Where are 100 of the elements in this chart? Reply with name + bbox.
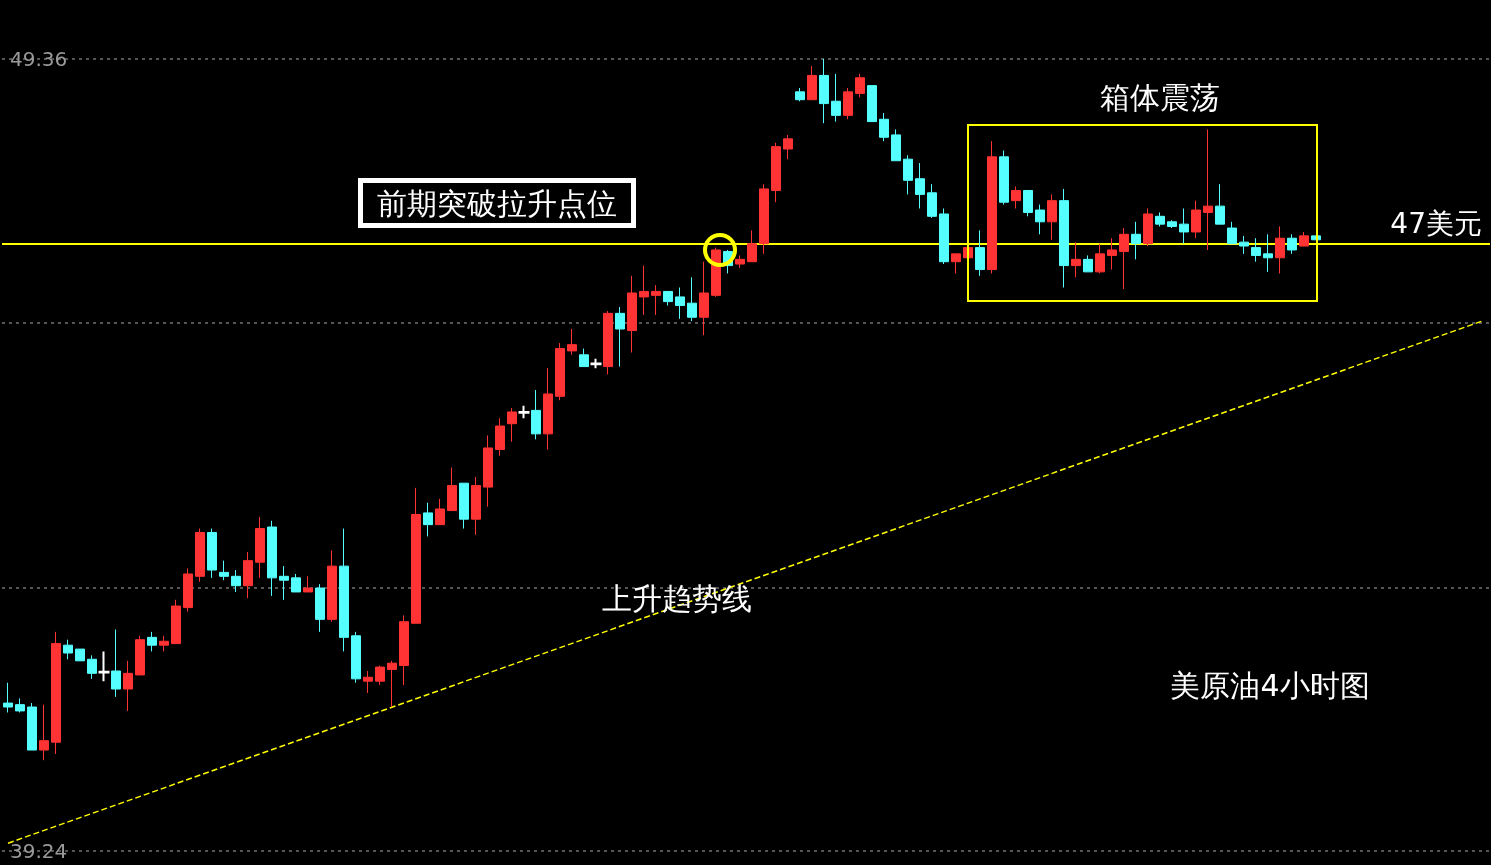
ref-line-label: 47美元: [1390, 207, 1482, 241]
candlestick: [1071, 241, 1081, 278]
candlestick: [1179, 207, 1189, 245]
candlestick: [855, 73, 865, 98]
candlestick: [339, 528, 349, 652]
candlestick: [1251, 237, 1261, 263]
candlestick: [1275, 225, 1285, 274]
candlestick: [1191, 200, 1201, 239]
candlestick: [1143, 207, 1153, 247]
candlestick: [495, 417, 505, 457]
candlestick: [627, 275, 637, 353]
candlestick: [735, 254, 745, 269]
candlestick: [531, 389, 541, 440]
candlestick: [1167, 219, 1177, 229]
candlestick: [159, 635, 169, 652]
candlestick: [375, 665, 385, 686]
candlestick: [507, 407, 517, 443]
candlestick: [891, 128, 901, 162]
candlestick: [291, 573, 301, 593]
candlestick: [123, 660, 133, 712]
candlestick: [147, 631, 157, 652]
candlestick: [483, 434, 493, 508]
candlestick: [459, 482, 469, 530]
candlestick: [831, 73, 841, 123]
candlestick: [387, 660, 397, 708]
candlestick: [219, 560, 229, 581]
candlestick: [315, 583, 325, 633]
candlestick: [183, 567, 193, 613]
candlestick: [363, 670, 373, 694]
candlestick: [1119, 227, 1129, 290]
candlestick: [951, 253, 961, 274]
candlestick: [927, 183, 937, 219]
candlestick: [1155, 211, 1165, 227]
candlestick: [675, 287, 685, 320]
candlestick: [1131, 221, 1141, 260]
candlestick: [639, 265, 649, 316]
candlestick: [27, 702, 37, 751]
y-tick-label: 49.36: [10, 47, 68, 71]
candlestick: [135, 635, 145, 676]
candlestick: [327, 549, 337, 623]
candlestick: [51, 631, 61, 755]
candlestick: [819, 58, 829, 124]
candlestick: [975, 229, 985, 277]
candlestick: [195, 528, 205, 583]
candlestick: [411, 487, 421, 624]
candlestick: [783, 134, 793, 160]
candlestick: [771, 142, 781, 203]
candlestick: [75, 648, 85, 662]
candlestick: [1107, 237, 1117, 271]
candlestick: [1299, 231, 1309, 247]
candlestick: [3, 682, 13, 713]
annotation: 上升趋势线: [602, 580, 752, 616]
candlestick: [699, 261, 709, 336]
candlestick: [243, 551, 253, 599]
candlestick: [1023, 189, 1033, 217]
candlestick: [518, 404, 530, 420]
candlestick: [255, 516, 265, 579]
candlestick: [303, 575, 313, 593]
candlestick: [1227, 221, 1237, 245]
candlestick: [98, 650, 110, 683]
candlestick: [1047, 193, 1057, 241]
candlestick: [759, 183, 769, 255]
candlestick: [1083, 254, 1093, 273]
candlestick: [807, 65, 817, 101]
candlestick: [555, 342, 565, 401]
annotation: 美原油4小时图: [1170, 667, 1370, 703]
candlestick: [543, 367, 553, 451]
candlestick: [231, 569, 241, 593]
candlestick: [651, 284, 661, 316]
candlestick: [939, 207, 949, 265]
candlestick: [987, 140, 997, 274]
candlestick: [171, 599, 181, 645]
candlestick: [279, 565, 289, 601]
candlestick: [471, 476, 481, 536]
candlestick: [39, 704, 49, 761]
candlestick: [747, 229, 757, 263]
candlestick: [447, 467, 457, 512]
candlestick: [867, 85, 877, 123]
candlestick: [267, 520, 277, 597]
candlestick: [423, 502, 433, 537]
candlestick: [663, 290, 673, 307]
candlestick: [111, 629, 121, 698]
candlestick: [579, 348, 589, 368]
candlestick: [1095, 243, 1105, 274]
candlestick: [879, 112, 889, 142]
y-tick-label: 39.24: [10, 839, 68, 863]
candlestick: [915, 162, 925, 209]
candlestick: [590, 357, 602, 370]
candlestick: [435, 498, 445, 526]
candlestick: [1011, 186, 1021, 209]
candlestick: [15, 697, 25, 713]
candlestick: [711, 247, 721, 298]
annotation: 前期突破拉升点位: [377, 185, 617, 221]
candlestick: [399, 614, 409, 686]
candlestick: [615, 306, 625, 368]
candlestick: [843, 87, 853, 120]
annotation: 箱体震荡: [1100, 79, 1220, 115]
candlestick: [87, 654, 97, 680]
candlestick: [1239, 235, 1249, 255]
candlestick: [1059, 188, 1069, 289]
